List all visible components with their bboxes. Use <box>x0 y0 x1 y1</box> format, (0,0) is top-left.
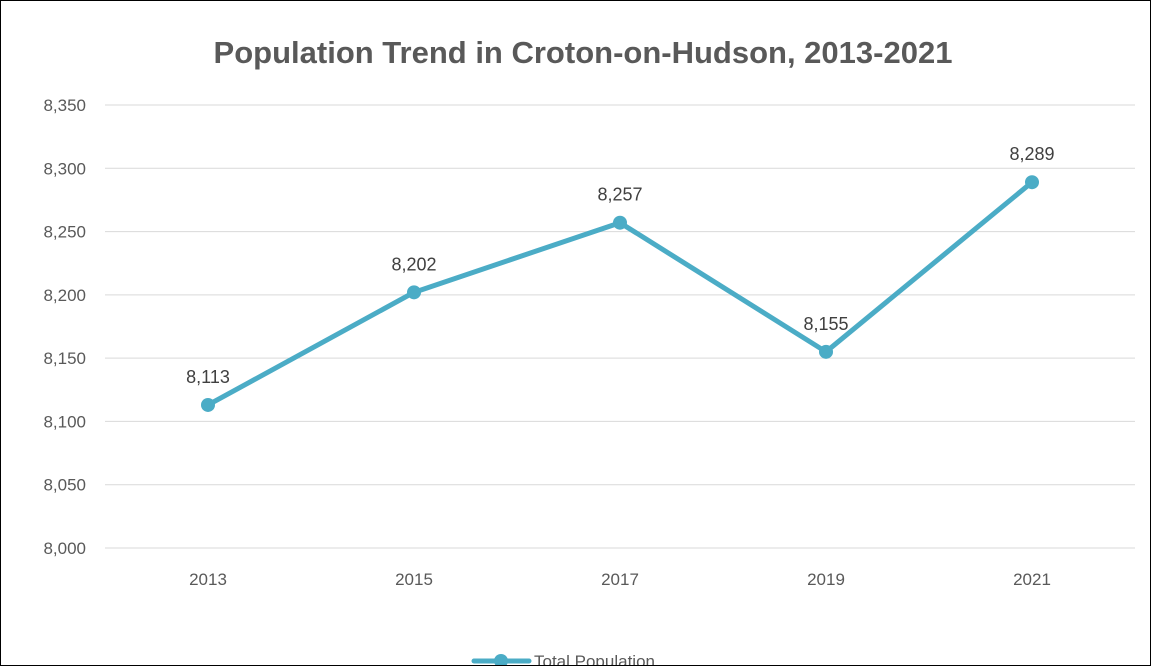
y-tick-label-8350: 8,350 <box>43 96 86 115</box>
x-tick-label-2017: 2017 <box>601 570 639 589</box>
data-point-2019 <box>819 344 833 359</box>
y-axis-tick-labels: 8,000 8,050 8,100 8,150 8,200 8,250 8,300 8,350 <box>43 96 86 558</box>
chart-title: Population Trend in Croton-on-Hudson, 20… <box>214 35 953 70</box>
legend-entry-total-population: Total Population <box>534 652 655 665</box>
legend: Total Population <box>471 652 655 665</box>
y-tick-label-8200: 8,200 <box>43 286 86 305</box>
data-label-2019: 8,155 <box>803 314 848 334</box>
x-tick-label-2013: 2013 <box>189 570 227 589</box>
x-tick-label-2019: 2019 <box>807 570 845 589</box>
y-tick-label-8000: 8,000 <box>43 539 86 558</box>
data-point-2021 <box>1025 175 1039 190</box>
x-tick-label-2021: 2021 <box>1013 570 1051 589</box>
legend-marker-swatch <box>494 654 508 665</box>
data-label-2021: 8,289 <box>1009 144 1054 164</box>
data-point-2015 <box>407 285 421 300</box>
data-label-2013: 8,113 <box>186 367 230 387</box>
y-tick-label-8300: 8,300 <box>43 159 86 178</box>
gridlines <box>105 104 1135 549</box>
series-total-population <box>201 175 1039 412</box>
y-tick-label-8150: 8,150 <box>43 349 86 368</box>
y-tick-label-8250: 8,250 <box>43 223 86 242</box>
series-line-total-population <box>205 179 1035 408</box>
data-label-2015: 8,202 <box>391 254 436 274</box>
y-tick-label-8100: 8,100 <box>43 412 86 431</box>
y-tick-label-8050: 8,050 <box>43 476 86 495</box>
data-labels: 8,113 8,202 8,257 8,155 8,289 <box>186 144 1054 387</box>
x-tick-label-2015: 2015 <box>395 570 433 589</box>
x-axis-tick-labels: 2013 2015 2017 2019 2021 <box>189 570 1051 589</box>
data-point-2013 <box>201 397 215 412</box>
data-point-2017 <box>613 215 627 230</box>
data-label-2017: 8,257 <box>597 185 642 205</box>
